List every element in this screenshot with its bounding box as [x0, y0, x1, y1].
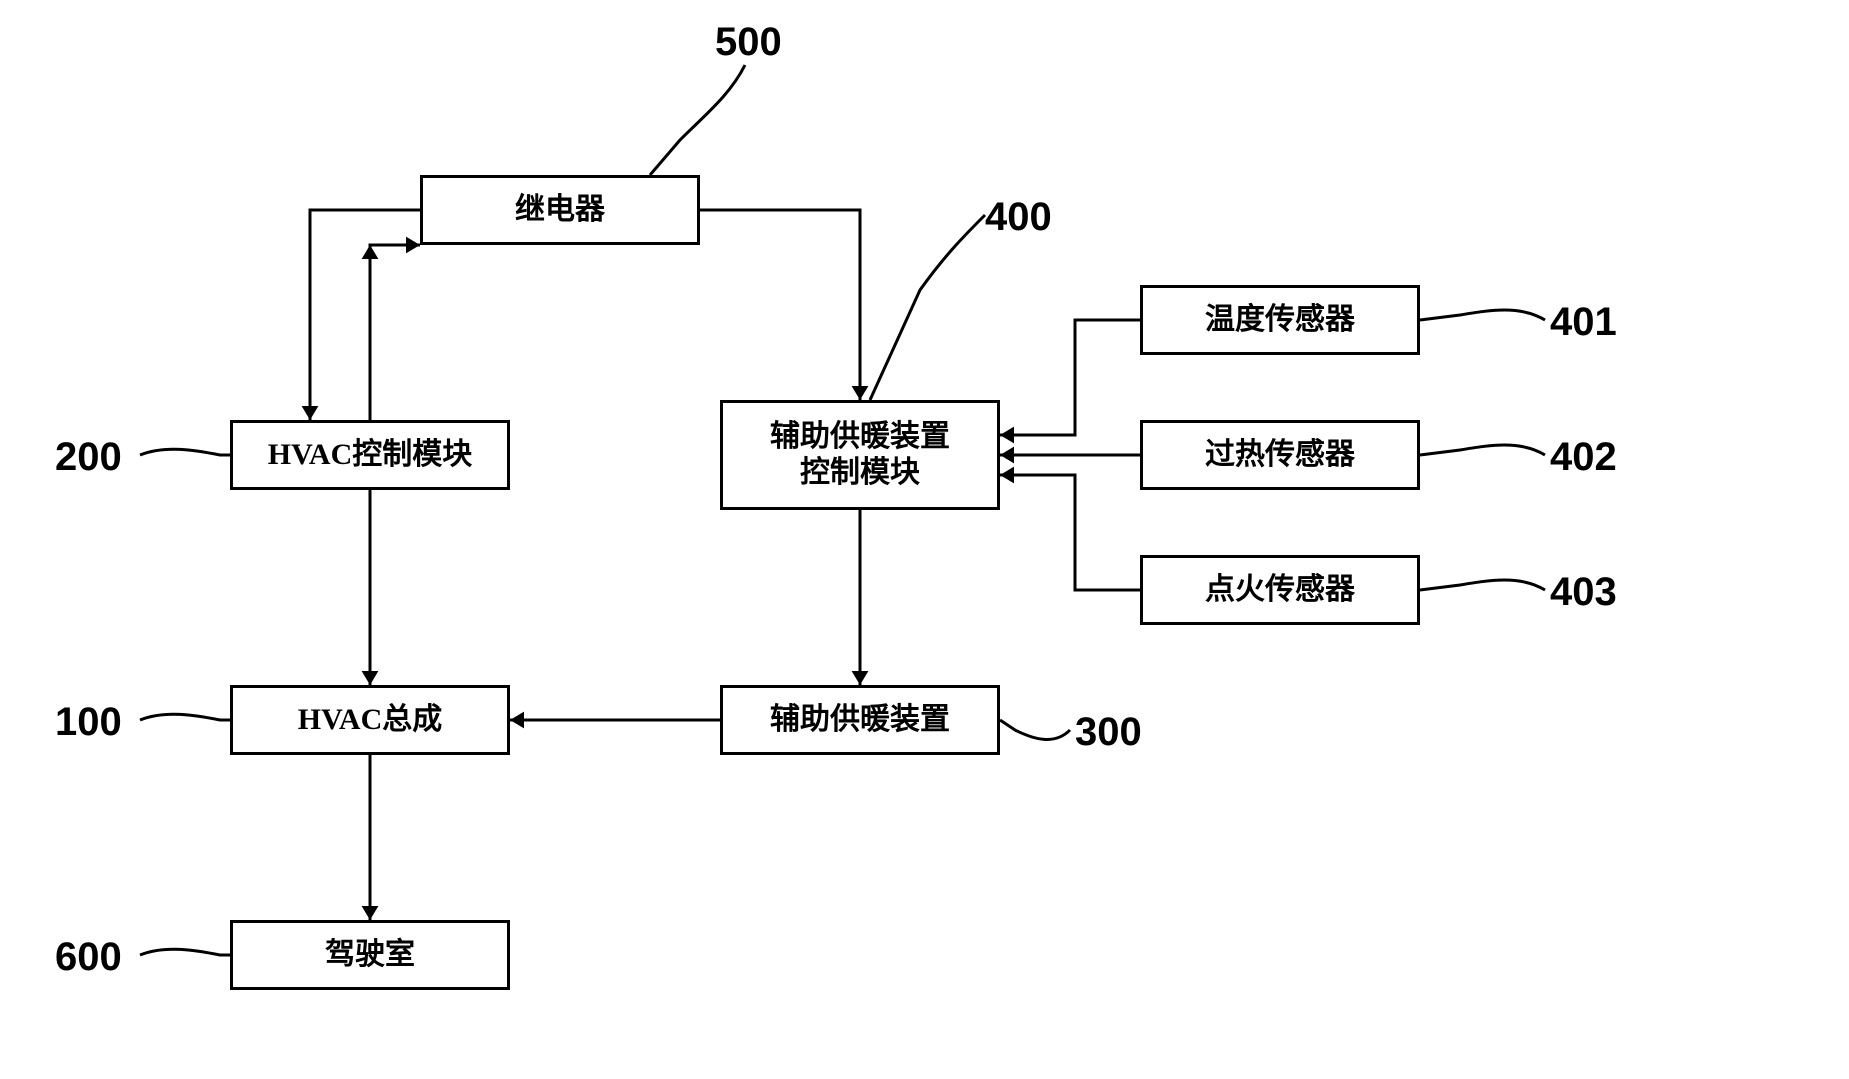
node-overheat-sensor: 过热传感器: [1140, 420, 1420, 490]
node-label: HVAC总成: [298, 702, 442, 738]
ref-label-401: 401: [1550, 300, 1617, 345]
node-temp-sensor: 温度传感器: [1140, 285, 1420, 355]
node-hvac-ctrl: HVAC控制模块: [230, 420, 510, 490]
node-aux-heater: 辅助供暖装置: [720, 685, 1000, 755]
ref-label-100: 100: [55, 700, 122, 745]
node-label: HVAC控制模块: [268, 437, 472, 473]
node-label: 点火传感器: [1205, 572, 1355, 608]
ref-label-403: 403: [1550, 570, 1617, 615]
ref-label-200: 200: [55, 435, 122, 480]
ref-label-500: 500: [715, 20, 782, 65]
ref-label-600: 600: [55, 935, 122, 980]
ref-label-400: 400: [985, 195, 1052, 240]
node-aux-ctrl: 辅助供暖装置 控制模块: [720, 400, 1000, 510]
ref-label-300: 300: [1075, 710, 1142, 755]
ref-label-402: 402: [1550, 435, 1617, 480]
node-label: 驾驶室: [325, 937, 415, 973]
node-label: 辅助供暖装置 控制模块: [770, 419, 950, 491]
node-label: 过热传感器: [1205, 437, 1355, 473]
diagram-canvas: 继电器 HVAC控制模块 辅助供暖装置 控制模块 温度传感器 过热传感器 点火传…: [0, 0, 1849, 1079]
node-ignition-sensor: 点火传感器: [1140, 555, 1420, 625]
node-label: 继电器: [515, 192, 605, 228]
node-relay: 继电器: [420, 175, 700, 245]
node-hvac-assy: HVAC总成: [230, 685, 510, 755]
node-label: 辅助供暖装置: [770, 702, 950, 738]
edges-layer: [0, 0, 1849, 1079]
node-label: 温度传感器: [1205, 302, 1355, 338]
node-cab: 驾驶室: [230, 920, 510, 990]
